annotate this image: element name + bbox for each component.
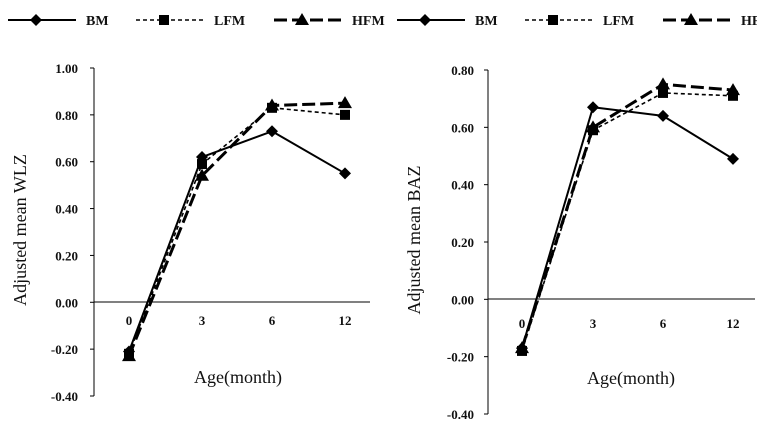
y-tick-label: 0.60	[451, 120, 474, 135]
legend-item: HFM	[274, 13, 385, 29]
data-point-triangle-marker	[122, 349, 136, 362]
data-point-diamond-marker	[339, 167, 351, 180]
data-point-diamond-marker	[657, 109, 669, 122]
data-point-square-marker	[658, 87, 668, 98]
series-hfm	[515, 77, 740, 354]
data-point-square-marker	[340, 109, 350, 120]
legend-diamond-marker	[30, 14, 42, 26]
x-tick-label: 6	[660, 316, 667, 331]
series-bm	[123, 125, 351, 358]
legend-label: HFM	[741, 14, 757, 29]
y-tick-label: -0.20	[447, 350, 474, 365]
x-tick-label: 0	[519, 316, 526, 331]
series-lfm	[517, 87, 738, 356]
y-tick-label: 1.00	[55, 61, 78, 76]
y-tick-label: 0.60	[55, 155, 78, 170]
series-line	[521, 92, 734, 352]
y-tick-label: -0.40	[51, 389, 78, 404]
y-axis-title: Adjusted mean BAZ	[404, 166, 424, 315]
legend-item: LFM	[525, 14, 634, 29]
y-tick-label: 0.80	[55, 108, 78, 123]
legend-triangle-marker	[684, 13, 698, 25]
data-point-diamond-marker	[727, 152, 739, 165]
legend-label: BM	[86, 14, 109, 29]
y-tick-label: 0.40	[55, 202, 78, 217]
series-line	[127, 101, 346, 357]
series-line	[521, 106, 734, 349]
data-point-triangle-marker	[515, 341, 529, 354]
legend-square-marker	[159, 15, 169, 25]
chart-wlz: BM LFM HFM 1.00 0.80 0.60 0.40 0.20 0.00 -0.20 -0.…	[8, 13, 385, 404]
series-bm	[516, 101, 739, 355]
x-axis-title: Age(month)	[194, 367, 282, 388]
data-point-square-marker	[197, 159, 207, 170]
legend-label: BM	[475, 14, 498, 29]
data-point-diamond-marker	[587, 101, 599, 114]
legend: BM LFM HFM	[397, 13, 757, 29]
series-line	[128, 130, 346, 352]
data-point-triangle-marker	[195, 168, 209, 181]
data-point-diamond-marker	[266, 125, 278, 138]
x-tick-label: 0	[126, 313, 133, 328]
x-axis-title: Age(month)	[587, 368, 675, 389]
chart-baz: BM LFM HFM 0.80 0.60 0.40 0.20 0.00 -0.20 -0.40 0 3…	[397, 13, 757, 422]
x-tick-label: 12	[727, 316, 740, 331]
series-line	[520, 82, 734, 349]
y-tick-label: -0.20	[51, 342, 78, 357]
legend-label: LFM	[214, 14, 245, 29]
legend-label: HFM	[352, 14, 385, 29]
x-tick-label: 3	[590, 316, 597, 331]
data-point-square-marker	[728, 90, 738, 101]
data-point-triangle-marker	[726, 83, 740, 96]
legend-item: LFM	[136, 14, 245, 29]
legend-item: BM	[8, 14, 109, 29]
legend-diamond-marker	[419, 14, 431, 26]
y-tick-label: 0.00	[55, 295, 78, 310]
legend-label: LFM	[603, 14, 634, 29]
x-tick-label: 3	[199, 313, 206, 328]
y-tick-label: 0.20	[451, 235, 474, 250]
data-point-triangle-marker	[338, 96, 352, 109]
y-tick-label: -0.40	[447, 407, 474, 422]
y-axis-title: Adjusted mean WLZ	[10, 154, 30, 306]
y-tick-label: 0.40	[451, 178, 474, 193]
data-point-triangle-marker	[586, 120, 600, 133]
y-tick-label: 0.20	[55, 248, 78, 263]
legend: BM LFM HFM	[8, 13, 385, 29]
legend-item: HFM	[663, 13, 757, 29]
y-tick-label: 0.80	[451, 63, 474, 78]
y-tick-label: 0.00	[451, 292, 474, 307]
data-point-triangle-marker	[656, 77, 670, 90]
series-hfm	[122, 96, 352, 362]
legend-triangle-marker	[295, 13, 309, 25]
legend-square-marker	[548, 15, 558, 25]
series-line	[128, 107, 346, 355]
x-tick-label: 6	[269, 313, 276, 328]
legend-item: BM	[397, 14, 498, 29]
x-tick-label: 12	[339, 313, 352, 328]
data-point-triangle-marker	[265, 98, 279, 111]
